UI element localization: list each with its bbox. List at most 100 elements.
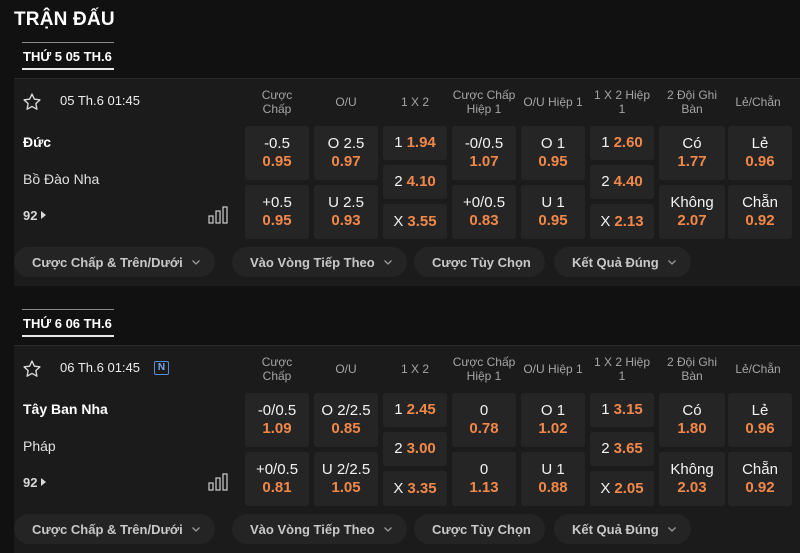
bet-label: Lẻ — [751, 402, 769, 419]
favorite-star-icon[interactable] — [22, 359, 42, 379]
bet-label: X — [600, 212, 611, 230]
date-tab[interactable]: THỨ 5 05 TH.6 — [22, 42, 114, 70]
odd-value: 4.10 — [406, 173, 436, 190]
odd-value: 0.88 — [538, 479, 568, 496]
market-chip-next-round[interactable]: Vào Vòng Tiếp Theo — [232, 247, 407, 277]
home-team: Tây Ban Nha — [23, 401, 108, 417]
odds-cell[interactable]: Chẵn 0.92 — [728, 452, 792, 506]
chip-label: Cược Chấp & Trên/Dưới — [32, 521, 183, 537]
chevron-down-icon — [667, 527, 676, 532]
odds-cell[interactable]: O 2/2.5 0.85 — [314, 393, 378, 447]
bet-label: 1 — [601, 401, 610, 418]
odds-cell[interactable]: 0 1.13 — [452, 452, 516, 506]
odds-cell[interactable]: O 1 1.02 — [521, 393, 585, 447]
odds-cell[interactable]: +0.5 0.95 — [245, 185, 309, 239]
date-tab[interactable]: THỨ 6 06 TH.6 — [22, 309, 114, 337]
odds-cell[interactable]: 2 3.65 — [590, 432, 654, 466]
bet-label: Không — [670, 194, 714, 211]
odds-cell[interactable]: 2 4.40 — [590, 165, 654, 199]
more-markets-link[interactable]: 92 — [23, 475, 47, 490]
odds-cell[interactable]: X 2.05 — [590, 471, 654, 506]
odds-cell[interactable]: +0/0.5 0.83 — [452, 185, 516, 239]
odds-cell[interactable]: U 1 0.95 — [521, 185, 585, 239]
odd-value: 0.96 — [745, 420, 775, 437]
odds-cell[interactable]: 2 3.00 — [383, 432, 447, 466]
odd-value: 1.02 — [538, 420, 568, 437]
odds-cell[interactable]: 2 4.10 — [383, 165, 447, 199]
odds-cell[interactable]: -0/0.5 1.07 — [452, 126, 516, 180]
col-header-handicap: Cược Chấp — [261, 355, 293, 383]
odds-cell[interactable]: Chẵn 0.92 — [728, 185, 792, 239]
chevron-down-icon — [191, 260, 200, 265]
odd-value: 2.13 — [614, 212, 644, 230]
bet-label: 1 — [394, 134, 403, 151]
bet-label: U 2.5 — [328, 194, 364, 211]
col-header-handicap: Cược Chấp — [261, 88, 293, 116]
market-chip-custom[interactable]: Cược Tùy Chọn — [414, 247, 545, 277]
odds-cell[interactable]: Có 1.80 — [659, 393, 725, 447]
odds-cell[interactable]: O 1 0.95 — [521, 126, 585, 180]
col-header-ou: O/U — [335, 95, 357, 109]
odd-value: 3.15 — [613, 401, 643, 418]
col-header-handicap-h1: Cược Chấp Hiệp 1 — [452, 355, 516, 383]
bet-label: X — [600, 479, 611, 497]
odds-cell[interactable]: -0.5 0.95 — [245, 126, 309, 180]
bet-label: 2 — [601, 440, 610, 457]
bet-label: 1 — [601, 134, 610, 151]
bet-label: -0/0.5 — [464, 135, 504, 152]
favorite-star-icon[interactable] — [22, 92, 42, 112]
odds-cell[interactable]: 0 0.78 — [452, 393, 516, 447]
odds-cell[interactable]: 1 3.15 — [590, 393, 654, 427]
odds-cell[interactable]: U 2/2.5 1.05 — [314, 452, 378, 506]
market-chip-next-round[interactable]: Vào Vòng Tiếp Theo — [232, 514, 407, 544]
odds-cell[interactable]: Không 2.07 — [659, 185, 725, 239]
bet-label: O 1 — [540, 402, 566, 419]
odds-cell[interactable]: 1 2.60 — [590, 126, 654, 160]
odds-cell[interactable]: 1 2.45 — [383, 393, 447, 427]
odd-value: 0.83 — [469, 212, 499, 229]
stats-icon[interactable] — [208, 206, 228, 224]
col-header-ou: O/U — [335, 362, 357, 376]
col-header-btts: 2 Đội Ghi Bàn — [666, 88, 718, 116]
bet-label: X — [393, 479, 404, 497]
odds-cell[interactable]: O 2.5 0.97 — [314, 126, 378, 180]
odds-cell[interactable]: U 1 0.88 — [521, 452, 585, 506]
chip-label: Cược Tùy Chọn — [432, 521, 531, 537]
odd-value: 1.13 — [469, 479, 499, 496]
odd-value: 0.92 — [745, 479, 775, 496]
odds-cell[interactable]: U 2.5 0.93 — [314, 185, 378, 239]
odds-cell[interactable]: 1 1.94 — [383, 126, 447, 160]
odd-value: 0.93 — [331, 212, 361, 229]
odd-value: 0.85 — [331, 420, 361, 437]
odd-value: 1.09 — [262, 420, 292, 437]
market-chip-handicap-ou[interactable]: Cược Chấp & Trên/Dưới — [14, 514, 215, 544]
chevron-down-icon — [383, 527, 392, 532]
odds-cell[interactable]: X 3.55 — [383, 204, 447, 239]
odds-cell[interactable]: Có 1.77 — [659, 126, 725, 180]
odds-cell[interactable]: Không 2.03 — [659, 452, 725, 506]
stats-icon[interactable] — [208, 473, 228, 491]
odds-cell[interactable]: -0/0.5 1.09 — [245, 393, 309, 447]
odds-cell[interactable]: +0/0.5 0.81 — [245, 452, 309, 506]
odd-value: 3.55 — [407, 212, 437, 230]
col-header-handicap-h1: Cược Chấp Hiệp 1 — [452, 88, 516, 116]
more-markets-link[interactable]: 92 — [23, 208, 47, 223]
match-card: 06 Th.6 01:45 N Cược Chấp O/U 1 X 2 Cược… — [14, 345, 800, 553]
market-chip-custom[interactable]: Cược Tùy Chọn — [414, 514, 545, 544]
market-chip-handicap-ou[interactable]: Cược Chấp & Trên/Dưới — [14, 247, 215, 277]
col-header-ou-h1: O/U Hiệp 1 — [523, 362, 583, 376]
odds-cell[interactable]: X 2.13 — [590, 204, 654, 239]
odd-value: 0.78 — [469, 420, 499, 437]
chip-label: Vào Vòng Tiếp Theo — [250, 521, 375, 537]
odds-cell[interactable]: Lẻ 0.96 — [728, 393, 792, 447]
odds-cell[interactable]: X 3.35 — [383, 471, 447, 506]
market-chip-correct-score[interactable]: Kết Quả Đúng — [554, 247, 691, 277]
bet-label: Chẵn — [742, 461, 778, 478]
chip-label: Kết Quả Đúng — [572, 521, 659, 537]
market-chip-correct-score[interactable]: Kết Quả Đúng — [554, 514, 691, 544]
odd-value: 3.00 — [406, 440, 436, 457]
chip-label: Kết Quả Đúng — [572, 254, 659, 270]
match-time: 05 Th.6 01:45 — [60, 93, 140, 108]
odd-value: 2.05 — [614, 479, 644, 497]
odds-cell[interactable]: Lẻ 0.96 — [728, 126, 792, 180]
